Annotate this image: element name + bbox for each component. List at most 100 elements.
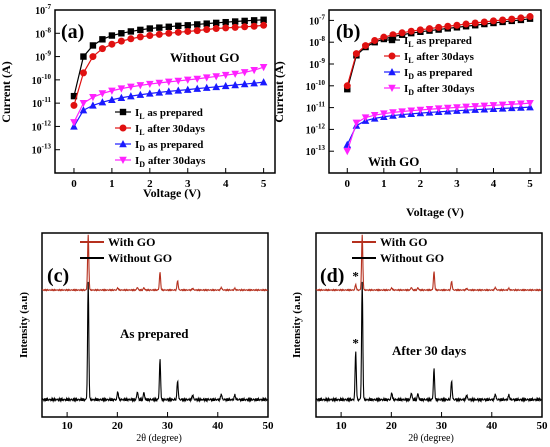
data-point [118, 30, 125, 37]
legend-label: With GO [108, 235, 155, 249]
data-point [260, 21, 268, 29]
data-point [471, 19, 479, 27]
series-line [41, 234, 269, 292]
data-point [489, 102, 498, 110]
panel-d-note: After 30 days [392, 343, 466, 358]
data-point [389, 109, 397, 117]
panel-b-note: With GO [368, 154, 419, 169]
x-tick-label: 5 [527, 178, 533, 190]
panel-a-label: (a) [61, 21, 84, 43]
x-tick-label: 10 [336, 420, 348, 432]
legend-label: ID after 30days [135, 155, 206, 169]
data-point [127, 92, 135, 100]
data-point [250, 79, 258, 87]
data-point [250, 66, 258, 75]
data-point [137, 26, 144, 34]
panel-c-label: (c) [47, 265, 69, 287]
data-point [260, 16, 267, 23]
panel-b-axes: 0 1 2 3 4 5 10-13 10-12 10-11 10-10 10-9 10-8 10-7 [306, 13, 534, 190]
x-tick-label: 3 [454, 178, 460, 190]
data-point [526, 13, 534, 21]
data-point [444, 22, 452, 30]
data-point [79, 69, 87, 77]
y-tick-label: 10-9 [309, 57, 325, 71]
panel-c-legend: With GO Without GO [80, 235, 172, 265]
series-line [41, 281, 269, 403]
legend-marker [388, 68, 396, 76]
data-point [517, 100, 525, 108]
legend-marker [119, 140, 127, 148]
data-point [398, 29, 406, 37]
data-point [221, 71, 230, 80]
data-point [194, 21, 201, 28]
data-point [156, 24, 163, 31]
data-point [70, 119, 78, 127]
data-point [174, 86, 183, 94]
data-point [193, 75, 202, 83]
data-point [127, 35, 135, 43]
data-point [453, 21, 461, 29]
data-point [407, 107, 416, 115]
panel-b-xlabel: Voltage (V) [406, 205, 464, 219]
y-tick-label: 10-11 [32, 96, 51, 110]
y-tick-label: 10-7 [309, 13, 325, 27]
data-point [221, 81, 230, 90]
y-tick-label: 10-10 [32, 73, 52, 87]
data-point [231, 18, 239, 25]
data-point [462, 20, 470, 28]
legend-label: With GO [380, 235, 427, 249]
data-point [380, 33, 388, 41]
data-point [498, 101, 507, 109]
panel-d-series: ** [315, 234, 543, 403]
legend-label: Without GO [108, 251, 172, 265]
data-point [175, 22, 182, 29]
panel-a-legend: IL as prepared IL after 30days ID as prepa… [115, 107, 206, 169]
y-tick-label: 10-13 [32, 143, 52, 157]
data-point [79, 106, 88, 114]
data-point [89, 101, 97, 109]
data-point [371, 36, 379, 44]
x-tick-label: 40 [212, 420, 224, 432]
data-point [108, 87, 116, 95]
data-point [231, 70, 239, 78]
data-point [146, 89, 154, 97]
data-point [155, 79, 164, 87]
legend-marker [388, 36, 396, 44]
data-point [471, 103, 480, 111]
panel-c-xlabel: 2θ (degree) [136, 433, 182, 444]
legend-label: IL as prepared [135, 107, 203, 121]
panel-a-note: Without GO [170, 50, 239, 65]
plot-frame-b [328, 9, 542, 174]
x-tick-label: 50 [263, 420, 275, 432]
data-point [212, 73, 221, 81]
data-point [480, 18, 488, 26]
panel-d: (d) After 30 days 2θ (degree) Intensity … [291, 232, 548, 444]
x-tick-label: 20 [386, 420, 398, 432]
y-tick-label: 10-8 [309, 35, 325, 49]
data-point [343, 148, 352, 156]
legend-marker [119, 124, 127, 132]
x-tick-label: 0 [71, 178, 77, 190]
data-point [352, 50, 360, 58]
data-point [184, 27, 192, 35]
data-point [89, 42, 97, 49]
panel-b: (b) With GO Voltage (V) Current (A) 0 1 2 3… [272, 9, 542, 219]
data-point [98, 98, 107, 106]
x-tick-label: 2 [418, 178, 424, 190]
data-point [117, 85, 126, 93]
data-point [499, 16, 507, 24]
panel-d-xlabel: 2θ (degree) [408, 433, 454, 444]
data-point [480, 102, 489, 110]
y-tick-label: 10-13 [306, 144, 326, 158]
plot-frame-d [315, 232, 543, 418]
data-point [380, 110, 388, 118]
data-point [361, 114, 370, 122]
panel-d-label: (d) [320, 265, 344, 287]
data-point [165, 29, 173, 37]
peak-annotation: * [352, 269, 359, 284]
data-point [222, 24, 230, 32]
data-point [222, 18, 229, 26]
data-point [184, 22, 191, 29]
data-point [453, 104, 461, 112]
x-tick-label: 1 [109, 178, 115, 190]
